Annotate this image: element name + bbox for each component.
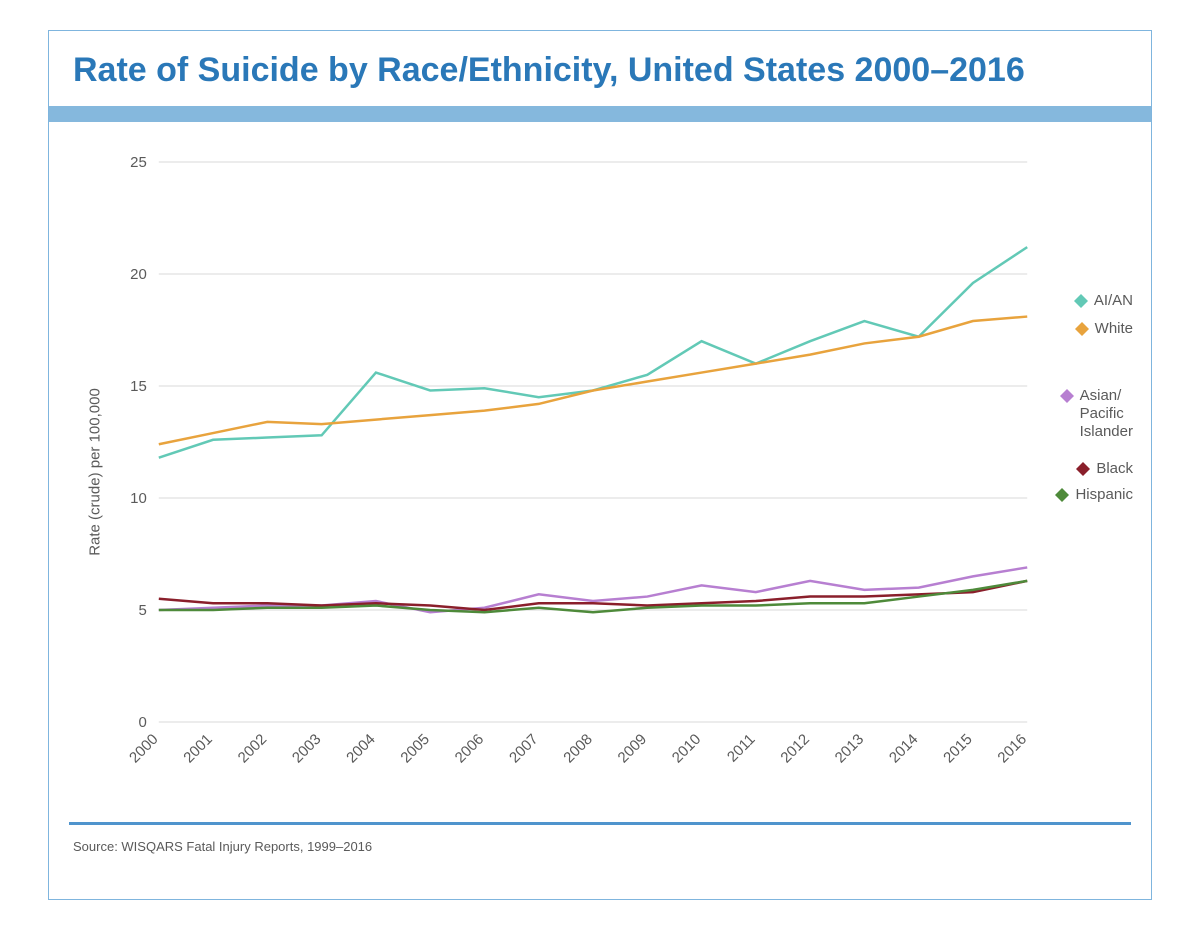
x-tick-label: 2003 (289, 730, 325, 766)
x-tick-label: 2004 (343, 730, 379, 766)
legend-marker-diamond-icon (1076, 462, 1090, 476)
x-tick-label: 2000 (126, 730, 162, 766)
legend-marker-diamond-icon (1075, 322, 1089, 336)
legend-marker-diamond-icon (1060, 389, 1074, 403)
y-tick-label: 5 (139, 601, 147, 618)
legend-marker-diamond-icon (1055, 488, 1069, 502)
x-tick-label: 2006 (452, 730, 488, 766)
y-tick-label: 10 (130, 489, 147, 506)
series-line-ai-an (159, 247, 1027, 458)
title-block: Rate of Suicide by Race/Ethnicity, Unite… (49, 31, 1151, 106)
series-line-asian-pacific-islander (159, 567, 1027, 612)
legend-item: AI/AN (1074, 292, 1133, 310)
y-tick-label: 25 (130, 153, 147, 170)
y-tick-label: 20 (130, 265, 147, 282)
legend-item: Black (1076, 460, 1133, 478)
x-tick-label: 2013 (832, 730, 868, 766)
chart-frame: Rate of Suicide by Race/Ethnicity, Unite… (48, 30, 1152, 900)
series-line-hispanic (159, 580, 1027, 611)
legend-label: AI/AN (1094, 292, 1133, 310)
legend-item: Hispanic (1055, 486, 1133, 504)
x-tick-label: 2010 (669, 730, 705, 766)
chart-area: Rate (crude) per 100,000 051015202520002… (49, 122, 1151, 822)
chart-title: Rate of Suicide by Race/Ethnicity, Unite… (73, 49, 1127, 92)
x-tick-label: 2012 (777, 730, 813, 766)
legend-label: Asian/ Pacific Islander (1080, 387, 1133, 441)
legend-label: White (1095, 320, 1133, 338)
x-tick-label: 2015 (940, 730, 976, 766)
legend-marker-diamond-icon (1074, 294, 1088, 308)
x-tick-label: 2002 (235, 730, 271, 766)
x-tick-label: 2001 (180, 730, 216, 766)
legend-item: White (1075, 320, 1133, 338)
series-line-white (159, 316, 1027, 444)
legend-label: Hispanic (1075, 486, 1133, 504)
y-tick-label: 15 (130, 377, 147, 394)
x-tick-label: 2014 (886, 730, 922, 766)
x-tick-label: 2007 (506, 730, 542, 766)
x-tick-label: 2008 (560, 730, 596, 766)
x-tick-label: 2005 (397, 730, 433, 766)
chart-svg: 0 5 10 15 20 25 2000 2001 2002 2003 2004 2005 2006 20… (49, 122, 1151, 822)
y-tick-label: 0 (139, 713, 147, 730)
x-tick-label: 2016 (995, 730, 1031, 766)
legend-label: Black (1096, 460, 1133, 478)
x-tick-label: 2009 (615, 730, 651, 766)
legend: AI/AN White Asian/ Pacific Islander Black Hi… (1043, 292, 1133, 522)
x-tick-label: 2011 (724, 730, 759, 765)
accent-bar (49, 106, 1151, 122)
source-text: Source: WISQARS Fatal Injury Reports, 19… (49, 825, 1151, 854)
legend-item: Asian/ Pacific Islander (1060, 387, 1133, 441)
